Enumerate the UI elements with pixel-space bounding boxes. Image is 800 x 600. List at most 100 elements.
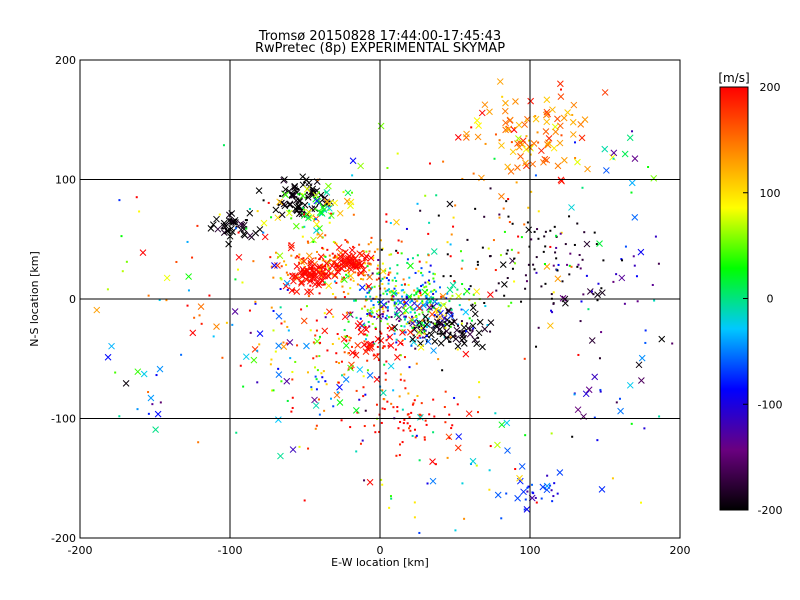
data-point-dot — [294, 256, 297, 259]
data-point-dot — [449, 255, 452, 258]
data-point-dot — [301, 226, 304, 229]
data-point-dot — [383, 345, 386, 348]
data-point-dot — [416, 254, 419, 257]
data-point-dot — [159, 401, 162, 404]
data-point-dot — [498, 213, 501, 216]
data-point-dot — [426, 303, 429, 306]
y-tick-label: 200 — [55, 54, 76, 67]
data-point-dot — [400, 325, 403, 328]
data-point-dot — [451, 424, 454, 427]
data-point-dot — [349, 336, 352, 339]
data-point-dot — [413, 428, 416, 431]
data-point-dot — [510, 141, 513, 144]
data-point-dot — [317, 398, 320, 401]
data-point-dot — [368, 314, 371, 317]
data-point-cross — [313, 197, 321, 205]
data-point-dot — [413, 516, 416, 519]
data-point-dot — [536, 228, 539, 231]
data-point-dot — [612, 157, 615, 160]
data-point-cross — [358, 284, 366, 291]
data-point-dot — [270, 265, 273, 268]
data-point-dot — [322, 370, 325, 373]
data-point-dot — [418, 531, 421, 534]
data-point-dot — [409, 305, 412, 308]
data-point-dot — [374, 327, 377, 330]
data-point-dot — [489, 445, 492, 448]
data-point-dot — [494, 412, 497, 415]
data-point-dot — [552, 264, 555, 267]
data-point-dot — [671, 342, 674, 345]
data-point-dot — [193, 316, 196, 319]
data-point-dot — [407, 283, 410, 286]
data-point-cross — [147, 394, 155, 402]
data-point-cross — [331, 199, 339, 207]
data-point-dot — [381, 262, 384, 265]
data-point-dot — [381, 307, 384, 310]
data-point-dot — [560, 134, 563, 137]
data-point-dot — [397, 427, 400, 430]
data-point-dot — [136, 408, 139, 411]
data-point-cross — [547, 322, 554, 330]
data-point-cross — [440, 315, 448, 322]
data-point-cross — [390, 289, 398, 297]
data-point-dot — [416, 394, 419, 397]
data-point-dot — [403, 325, 406, 328]
data-point-dot — [180, 353, 183, 356]
data-point-dot — [208, 294, 211, 297]
data-point-dot — [318, 258, 321, 261]
data-point-dot — [373, 315, 376, 318]
data-point-dot — [342, 291, 345, 294]
data-point-cross — [549, 106, 556, 114]
data-point-dot — [342, 191, 345, 194]
data-point-dot — [398, 301, 401, 304]
data-point-dot — [420, 327, 423, 330]
data-point-cross — [481, 325, 489, 333]
data-point-cross — [288, 241, 295, 249]
data-point-dot — [368, 250, 371, 253]
data-point-cross — [379, 267, 387, 275]
data-point-dot — [348, 336, 351, 339]
data-point-dot — [307, 447, 310, 450]
data-point-cross — [347, 198, 355, 206]
data-point-dot — [312, 241, 315, 244]
data-point-dot — [499, 254, 502, 257]
data-point-dot — [555, 235, 558, 238]
data-point-dot — [423, 319, 426, 322]
data-point-dot — [452, 225, 455, 228]
data-point-dot — [387, 300, 390, 303]
data-point-dot — [511, 267, 514, 270]
data-point-dot — [591, 290, 594, 293]
data-point-cross — [475, 122, 482, 129]
data-point-dot — [369, 288, 372, 291]
data-point-dot — [351, 367, 354, 370]
data-point-cross — [568, 204, 575, 211]
data-point-cross — [445, 433, 453, 441]
data-point-dot — [323, 283, 326, 286]
data-point-cross — [487, 319, 495, 326]
data-point-dot — [387, 316, 390, 319]
data-point-dot — [369, 263, 372, 266]
data-point-dot — [370, 241, 373, 244]
data-point-dot — [314, 208, 317, 211]
data-point-cross — [277, 452, 284, 460]
data-point-dot — [425, 285, 428, 288]
data-point-dot — [388, 506, 391, 509]
data-point-dot — [378, 285, 381, 288]
data-point-dot — [428, 413, 431, 416]
data-point-dot — [390, 497, 393, 500]
data-point-dot — [404, 331, 407, 334]
data-point-cross — [310, 269, 317, 276]
data-point-dot — [461, 177, 464, 180]
data-point-dot — [328, 266, 331, 269]
data-point-cross — [496, 78, 504, 85]
data-point-dot — [327, 208, 330, 211]
data-point-cross — [422, 313, 429, 321]
data-point-cross — [311, 396, 318, 404]
data-point-dot — [550, 309, 553, 312]
data-point-dot — [402, 288, 405, 291]
data-point-dot — [390, 316, 393, 319]
data-point-cross — [443, 327, 450, 335]
data-point-dot — [286, 273, 289, 276]
data-point-dot — [444, 421, 447, 424]
data-point-dot — [417, 321, 420, 324]
